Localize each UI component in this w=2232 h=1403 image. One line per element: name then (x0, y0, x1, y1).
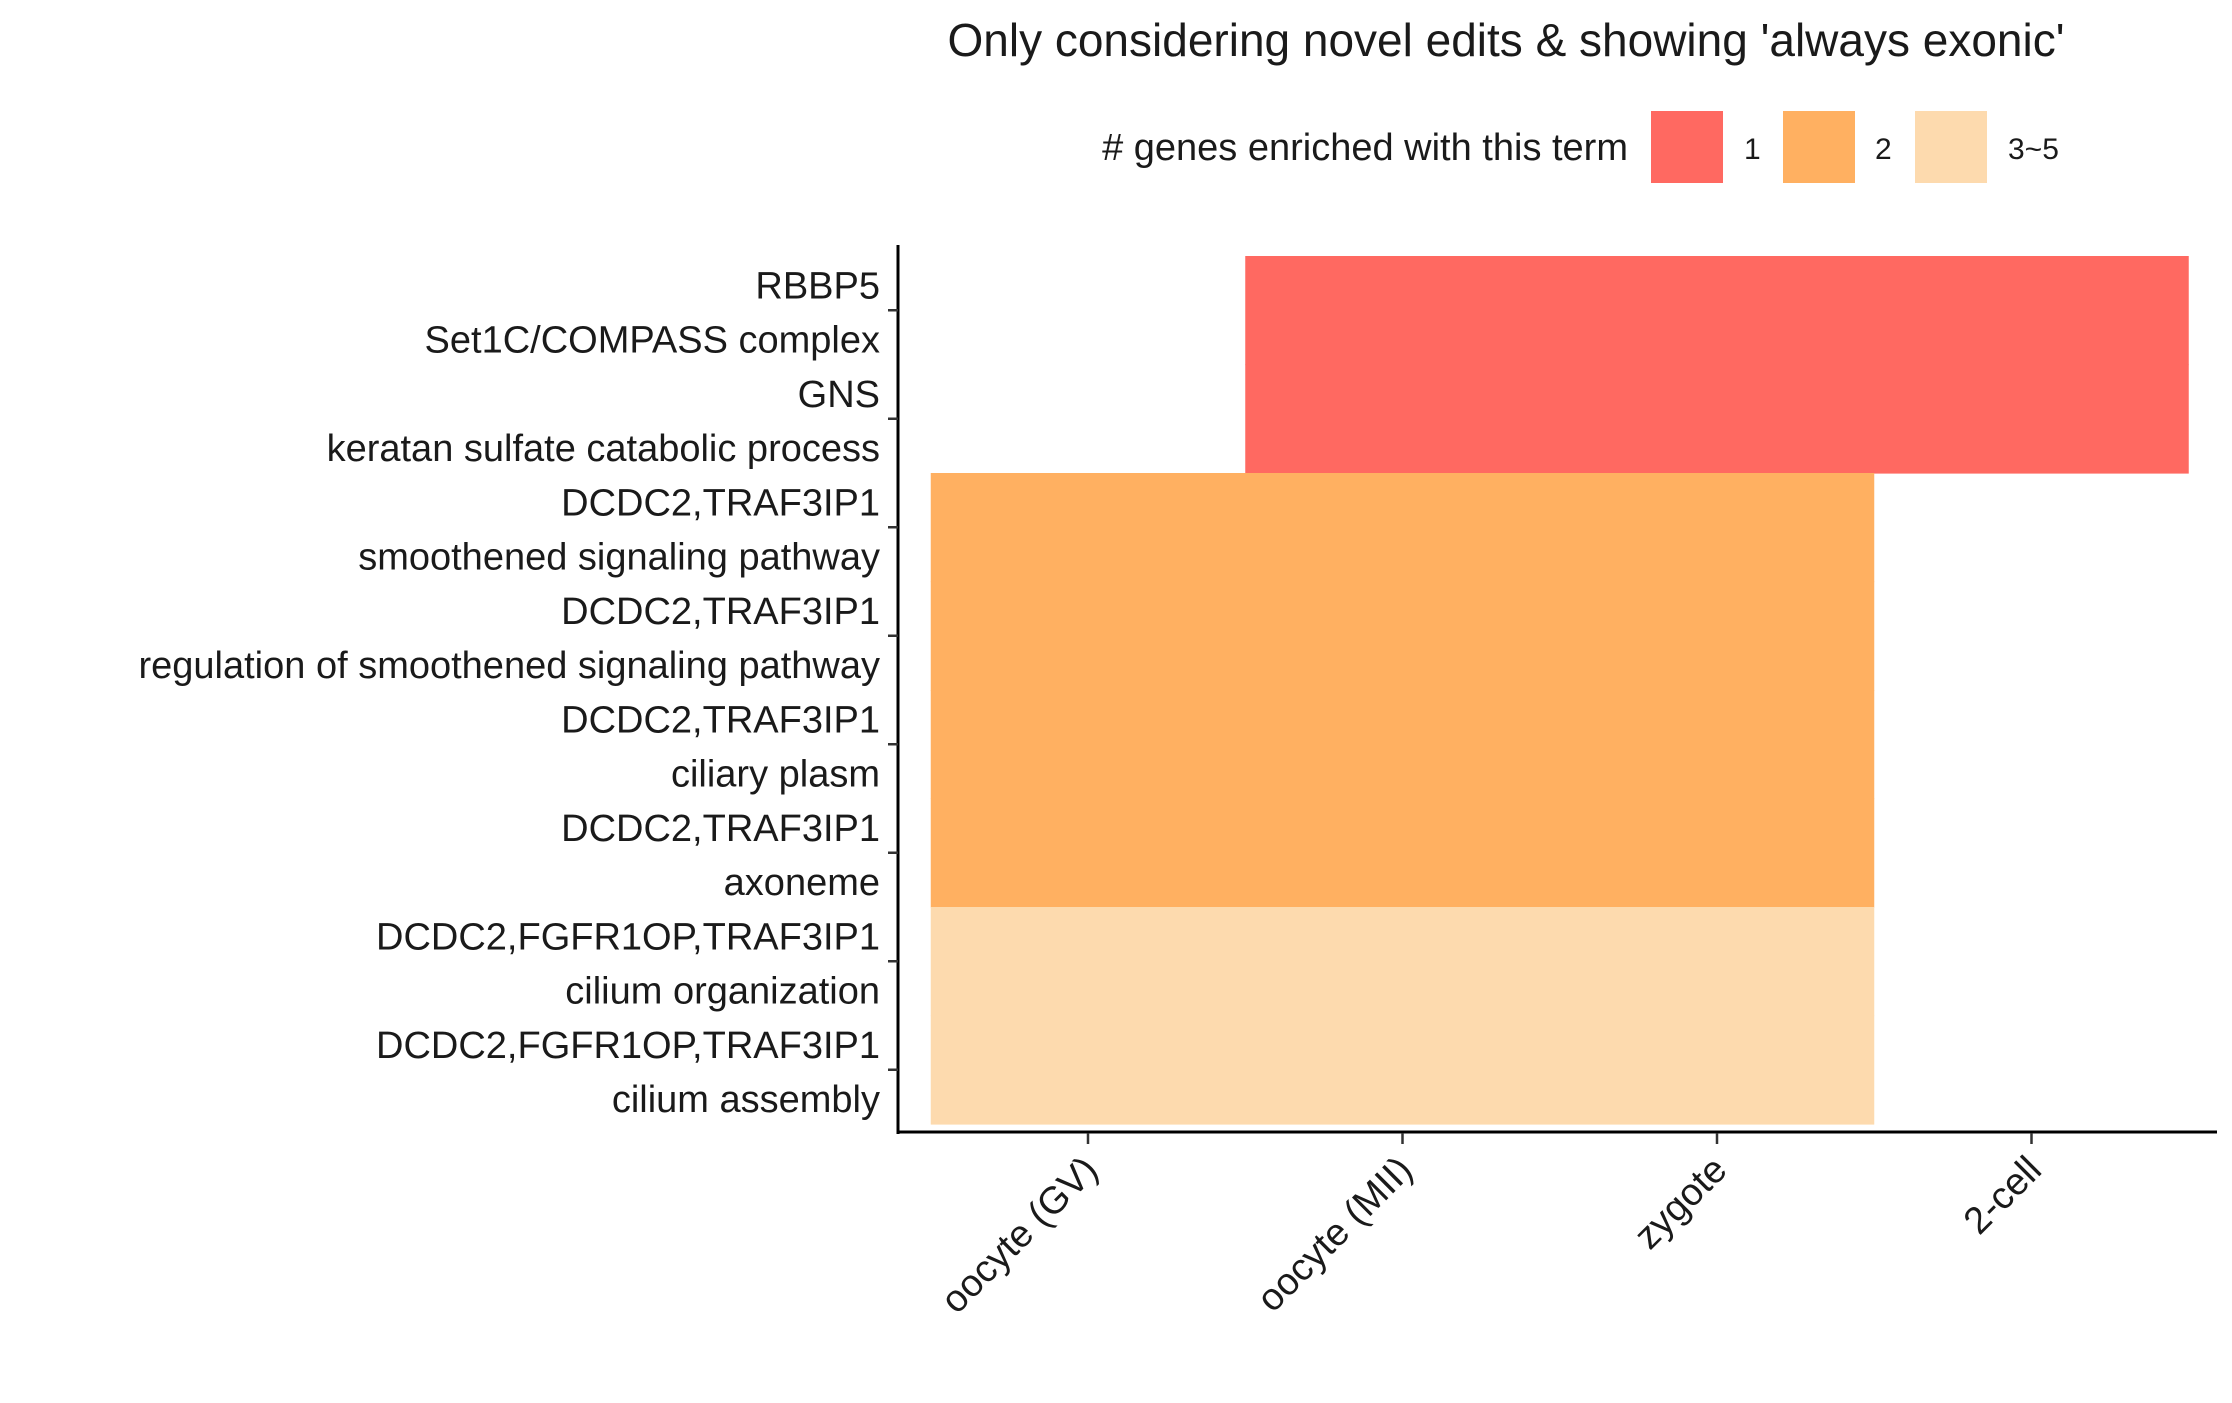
x-tick-label-1: oocyte (MII) (1249, 1149, 1421, 1321)
x-tick-label-0: oocyte (GV) (933, 1149, 1106, 1322)
y-tick-label-term-4: ciliary plasm (671, 753, 880, 795)
x-tick-label-3: 2-cell (1956, 1149, 2050, 1243)
heatmap-tile-1 (1245, 364, 2189, 474)
heatmap-tile-4 (930, 690, 1875, 800)
legend-swatch-1 (1651, 111, 1723, 183)
y-tick-label-genes-5: DCDC2,TRAF3IP1 (561, 808, 880, 850)
x-tick-label-2: zygote (1626, 1149, 1735, 1258)
heatmap-tile-5 (930, 798, 1875, 908)
y-tick-label-term-3: regulation of smoothened signaling pathw… (138, 645, 880, 687)
heatmap-tile-2 (930, 473, 1875, 583)
heatmap-tile-3 (930, 581, 1875, 691)
chart-title: Only considering novel edits & showing '… (947, 14, 2064, 66)
y-tick-label-term-5: axoneme (724, 862, 880, 904)
heatmap-tiles (930, 256, 2189, 1125)
legend-title: # genes enriched with this term (1102, 127, 1628, 169)
legend-swatch-2 (1783, 111, 1855, 183)
y-tick-label-genes-4: DCDC2,TRAF3IP1 (561, 699, 880, 741)
y-tick-label-genes-3: DCDC2,TRAF3IP1 (561, 591, 880, 633)
y-tick-label-genes-6: DCDC2,FGFR1OP,TRAF3IP1 (376, 916, 880, 958)
legend-label-2: 2 (1875, 133, 1892, 166)
y-tick-label-term-2: smoothened signaling pathway (358, 536, 880, 578)
y-tick-label-genes-1: GNS (798, 374, 880, 416)
y-tick-label-term-7: cilium assembly (612, 1079, 880, 1121)
axes (896, 245, 2217, 1134)
legend-swatch-3 (1915, 111, 1987, 183)
x-axis-ticks: oocyte (GV) oocyte (MII) zygote 2-cell (933, 1133, 2050, 1322)
y-tick-label-genes-0: RBBP5 (755, 265, 880, 307)
legend-label-3: 3~5 (2008, 133, 2059, 166)
heatmap-tile-6 (930, 907, 1875, 1017)
y-tick-label-term-1: keratan sulfate catabolic process (327, 428, 880, 470)
y-tick-label-term-6: cilium organization (565, 970, 880, 1012)
legend-label-1: 1 (1744, 133, 1761, 166)
heatmap-tile-0 (1245, 256, 2189, 366)
heatmap-tile-7 (930, 1015, 1875, 1125)
y-tick-label-genes-2: DCDC2,TRAF3IP1 (561, 482, 880, 524)
y-axis-ticks: RBBP5 Set1C/COMPASS complex GNS keratan sul… (138, 265, 898, 1121)
y-tick-label-term-0: Set1C/COMPASS complex (425, 319, 880, 361)
y-tick-label-genes-7: DCDC2,FGFR1OP,TRAF3IP1 (376, 1025, 880, 1067)
legend: # genes enriched with this term 1 2 3~5 (1102, 111, 2059, 183)
